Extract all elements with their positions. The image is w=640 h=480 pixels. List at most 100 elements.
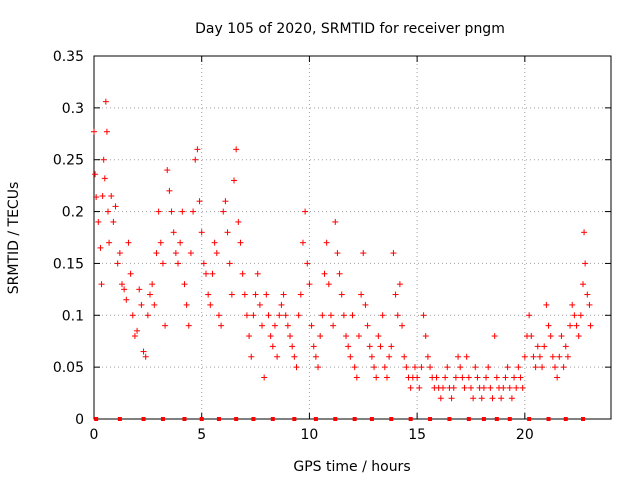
- data-point: [153, 250, 160, 257]
- data-point: [179, 208, 186, 215]
- baseline-marker: [292, 417, 297, 421]
- baseline-marker: [369, 417, 374, 421]
- data-point: [98, 281, 105, 288]
- data-point: [519, 384, 526, 391]
- data-point: [457, 364, 464, 371]
- data-point: [136, 286, 143, 293]
- data-point: [239, 270, 246, 277]
- data-point: [379, 312, 386, 319]
- data-point: [334, 250, 341, 257]
- data-point: [271, 322, 278, 329]
- baseline-marker: [160, 417, 165, 421]
- data-point: [534, 343, 541, 350]
- data-point: [325, 281, 332, 288]
- data-point: [138, 301, 145, 308]
- data-point: [119, 281, 126, 288]
- data-point: [498, 395, 505, 402]
- data-point: [157, 239, 164, 246]
- data-point: [269, 343, 276, 350]
- y-tick-label: 0.05: [53, 360, 84, 376]
- data-point: [474, 374, 481, 381]
- data-point: [536, 353, 543, 360]
- baseline-marker: [494, 417, 499, 421]
- data-point: [172, 250, 179, 257]
- data-point: [140, 348, 147, 355]
- data-point: [220, 208, 227, 215]
- data-point: [297, 291, 304, 298]
- data-point: [506, 384, 513, 391]
- data-point: [521, 353, 528, 360]
- baseline-marker: [481, 417, 486, 421]
- data-point: [263, 291, 270, 298]
- data-point: [396, 281, 403, 288]
- data-point: [144, 312, 151, 319]
- data-point: [554, 374, 561, 381]
- data-point: [168, 208, 175, 215]
- data-point: [175, 260, 182, 267]
- chart-title: Day 105 of 2020, SRMTID for receiver png…: [195, 21, 505, 37]
- data-point: [459, 374, 466, 381]
- data-point: [444, 364, 451, 371]
- data-point: [491, 333, 498, 340]
- data-point: [420, 312, 427, 319]
- x-tick-label: 5: [197, 427, 206, 443]
- data-point: [564, 353, 571, 360]
- y-tick-label: 0: [75, 412, 84, 428]
- data-point: [483, 374, 490, 381]
- baseline-marker: [216, 417, 221, 421]
- data-point: [381, 364, 388, 371]
- data-point: [276, 312, 283, 319]
- data-point: [114, 260, 121, 267]
- data-point: [424, 353, 431, 360]
- data-point: [539, 364, 546, 371]
- y-axis-label: SRMTID / TECUs: [6, 182, 22, 295]
- data-point: [207, 301, 214, 308]
- data-point: [448, 395, 455, 402]
- data-point: [526, 312, 533, 319]
- data-point: [129, 312, 136, 319]
- data-point: [358, 291, 365, 298]
- data-point: [368, 353, 375, 360]
- baseline-markers: [94, 417, 585, 421]
- data-point: [511, 374, 518, 381]
- data-point: [416, 384, 423, 391]
- data-point: [127, 270, 134, 277]
- data-point: [582, 260, 589, 267]
- data-point: [383, 374, 390, 381]
- y-tick-label: 0.2: [62, 205, 84, 221]
- data-point: [463, 353, 470, 360]
- data-point: [323, 239, 330, 246]
- y-tick-label: 0.35: [53, 49, 84, 65]
- data-point: [213, 250, 220, 257]
- data-point: [293, 364, 300, 371]
- data-point: [377, 343, 384, 350]
- data-point: [584, 291, 591, 298]
- data-point: [222, 198, 229, 205]
- baseline-marker: [447, 417, 452, 421]
- axis-ticks: [93, 55, 611, 420]
- data-point: [100, 156, 107, 163]
- baseline-marker: [313, 417, 318, 421]
- data-point: [205, 291, 212, 298]
- x-tick-label: 15: [408, 427, 426, 443]
- data-point: [551, 364, 558, 371]
- baseline-marker: [507, 417, 512, 421]
- x-tick-label: 20: [516, 427, 534, 443]
- data-point: [162, 322, 169, 329]
- data-point: [472, 364, 479, 371]
- data-point: [461, 384, 468, 391]
- data-point: [470, 395, 477, 402]
- data-point: [355, 333, 362, 340]
- data-point: [489, 395, 496, 402]
- data-point: [467, 384, 474, 391]
- data-point: [147, 291, 154, 298]
- data-point: [97, 244, 104, 251]
- data-point: [121, 286, 128, 293]
- data-point: [392, 291, 399, 298]
- data-point: [319, 312, 326, 319]
- data-point: [226, 260, 233, 267]
- data-point: [95, 218, 102, 225]
- data-point: [289, 343, 296, 350]
- data-point: [545, 322, 552, 329]
- data-point: [215, 312, 222, 319]
